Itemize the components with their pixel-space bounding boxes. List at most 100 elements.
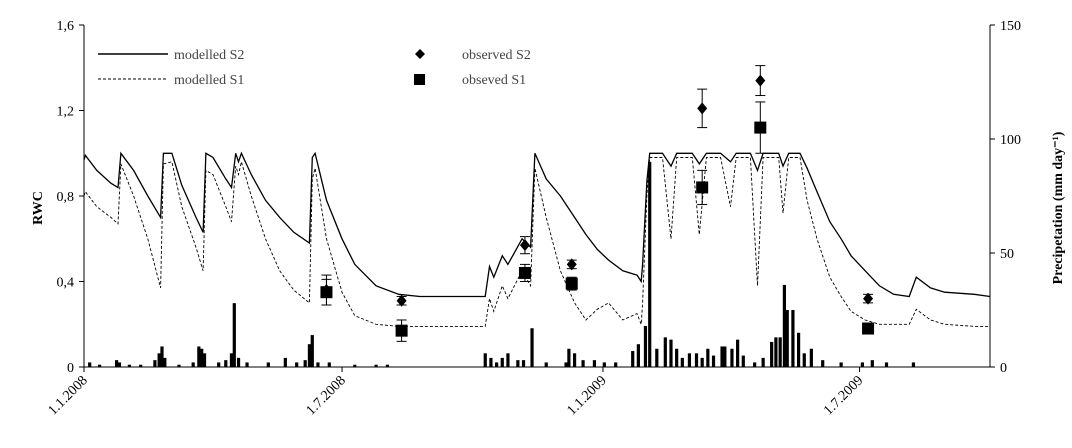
precipitation-bar xyxy=(884,362,889,367)
precipitation-bar xyxy=(224,360,228,367)
legend-label-modelled-s1: modelled S1 xyxy=(174,73,244,88)
precipitation-bar xyxy=(663,337,667,367)
precipitation-bar xyxy=(723,346,727,367)
observed-s1-marker xyxy=(754,121,767,134)
precipitation-bar xyxy=(494,362,499,367)
precipitation-bar xyxy=(720,346,724,367)
precipitation-bar xyxy=(117,362,122,367)
legend-label-observed-s1: obseved S1 xyxy=(462,73,526,88)
precipitation-bar xyxy=(217,362,221,367)
precipitation-bar xyxy=(303,360,307,367)
precipitation-bar xyxy=(232,303,236,367)
y2-tick-label: 150 xyxy=(1000,19,1021,34)
precipitation-bar xyxy=(782,284,787,367)
precipitation-bar xyxy=(353,364,357,367)
precipitation-bar xyxy=(730,348,734,367)
precipitation-bar xyxy=(521,360,526,367)
precipitation-bar xyxy=(564,362,568,367)
precipitation-bar xyxy=(770,341,774,367)
observed-s1-marker xyxy=(395,324,408,337)
x-tick-label: 1.7.2008 xyxy=(304,373,349,418)
precipitation-bar xyxy=(736,339,740,367)
observed-s2-marker xyxy=(697,102,708,115)
precipitation-bar xyxy=(115,360,119,367)
precipitation-bar xyxy=(236,357,241,367)
precipitation-bar xyxy=(680,357,684,367)
precipitation-bar xyxy=(530,328,534,367)
precipitation-bar xyxy=(191,362,195,367)
precipitation-bar xyxy=(791,310,795,367)
precipitation-bar xyxy=(614,362,618,367)
precipitation-bar xyxy=(97,364,102,367)
precipitation-bar xyxy=(327,362,331,367)
precipitation-bar xyxy=(153,360,157,367)
precipitation-bar xyxy=(385,364,390,367)
precipitation-bar xyxy=(860,362,864,367)
precipitation-bar xyxy=(694,353,699,367)
x-tick-label: 1.1.2009 xyxy=(565,373,610,418)
observations xyxy=(320,65,875,342)
precipitation-bar xyxy=(648,161,652,367)
observed-s1-marker xyxy=(696,181,709,194)
observed-s1-marker xyxy=(862,322,875,335)
precipitation-bar xyxy=(581,360,585,367)
model-lines xyxy=(83,151,991,327)
precipitation-bar xyxy=(911,362,916,367)
precipitation-bars xyxy=(88,161,916,367)
observed-s1-marker xyxy=(518,266,531,279)
line-modelled-s2 xyxy=(83,151,991,298)
y2-tick-label: 0 xyxy=(1000,361,1007,376)
precipitation-bar xyxy=(785,310,789,367)
line-modelled-s1 xyxy=(83,157,990,327)
observed-s2-marker xyxy=(863,292,874,305)
precipitation-bar xyxy=(500,357,504,367)
precipitation-bar xyxy=(687,353,692,367)
y2-axis-title: Precipetation (mm day⁻¹) xyxy=(1051,131,1066,284)
precipitation-bar xyxy=(802,353,806,367)
precipitation-bar xyxy=(675,348,679,367)
precipitation-bar xyxy=(266,362,270,367)
precipitation-bar xyxy=(636,344,640,367)
observed-s2-marker xyxy=(519,239,530,252)
precipitation-bar xyxy=(245,362,249,367)
y-tick-label: 1,2 xyxy=(57,105,75,120)
precipitation-bar xyxy=(700,357,704,367)
precipitation-bar xyxy=(163,357,167,367)
observed-s2-marker xyxy=(566,258,577,271)
precipitation-bar xyxy=(761,357,765,367)
y-tick-label: 0 xyxy=(67,361,74,376)
precipitation-bar xyxy=(229,353,234,367)
precipitation-bar xyxy=(778,337,782,367)
precipitation-bar xyxy=(774,337,778,367)
observed-s2-marker xyxy=(396,294,407,307)
precipitation-bar xyxy=(483,353,487,367)
precipitation-bar xyxy=(821,360,825,367)
precipitation-bar xyxy=(572,353,577,367)
precipitation-bar xyxy=(602,362,606,367)
observed-s1-marker xyxy=(320,286,333,299)
precipitation-bar xyxy=(592,360,597,367)
precipitation-bar xyxy=(741,355,745,367)
precipitation-bar xyxy=(307,344,312,367)
precipitation-bar xyxy=(127,364,131,367)
precipitation-bar xyxy=(506,353,510,367)
precipitation-bar xyxy=(139,364,143,367)
precipitation-bar xyxy=(283,357,287,367)
precipitation-bar xyxy=(157,353,161,367)
precipitation-bar xyxy=(706,348,710,367)
precipitation-bar xyxy=(316,362,320,367)
precipitation-bar xyxy=(711,355,716,367)
precipitation-bar xyxy=(796,332,801,367)
precipitation-bar xyxy=(655,348,659,367)
legend-label-observed-s2: observed S2 xyxy=(462,48,531,63)
precipitation-bar xyxy=(200,348,204,367)
precipitation-bar xyxy=(544,362,548,367)
x-tick-label: 1.7.2009 xyxy=(821,373,866,418)
precipitation-bar xyxy=(839,362,843,367)
precipitation-bar xyxy=(88,362,92,367)
observed-s1-marker xyxy=(565,277,578,290)
precipitation-bar xyxy=(631,351,635,367)
precipitation-bar xyxy=(753,362,757,367)
legend-label-modelled-s2: modelled S2 xyxy=(174,48,244,63)
